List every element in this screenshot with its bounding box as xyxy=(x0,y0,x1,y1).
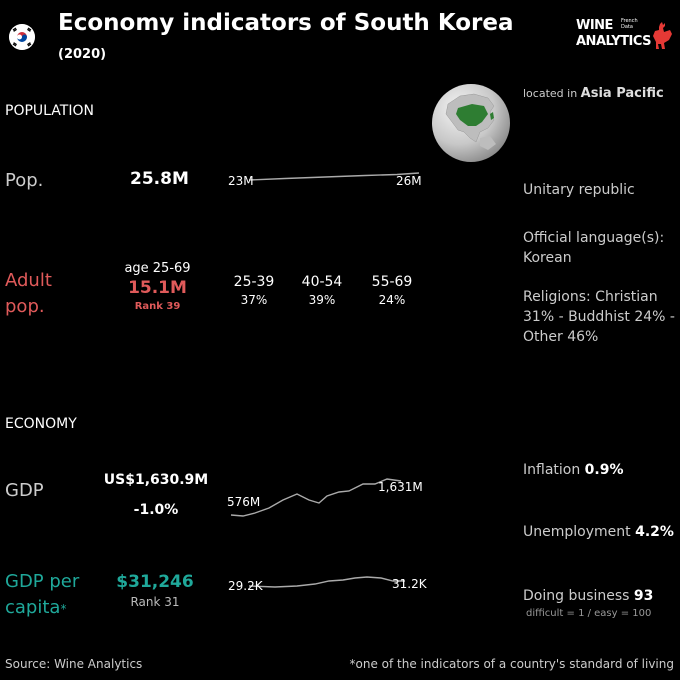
logo-text-line2: ANALYTICS xyxy=(576,34,652,49)
gdppc-start-label: 29.2K xyxy=(228,579,264,593)
language-block: Official language(s): Korean xyxy=(523,228,664,268)
unemployment-label: Unemployment xyxy=(523,524,631,540)
region-line: located in Asia Pacific xyxy=(523,86,664,101)
located-prefix: located in xyxy=(523,87,578,100)
region-value: Asia Pacific xyxy=(580,86,664,101)
age-group-pct: 37% xyxy=(240,293,268,307)
gdp-per-capita-label: GDP per capita* xyxy=(5,569,79,622)
page-title: Economy indicators of South Korea xyxy=(58,10,514,36)
gdp-end-label: 1,631M xyxy=(378,480,423,494)
gdp-growth: -1.0% xyxy=(133,502,179,518)
globe-icon xyxy=(432,84,510,162)
economy-section-label: ECONOMY xyxy=(5,416,77,432)
gdp-label: GDP xyxy=(5,480,44,501)
gdp-start-label: 576M xyxy=(227,495,260,509)
doing-business-label: Doing business xyxy=(523,588,630,604)
gdp-block: US$1,630.9M -1.0% xyxy=(100,472,212,518)
age-group-pct: 24% xyxy=(378,293,406,307)
adult-population-rank: Rank 39 xyxy=(134,301,181,312)
gdp-sparkline: 576M 1,631M xyxy=(227,478,423,517)
population-value: 25.8M xyxy=(130,169,189,189)
gdp-per-capita-value: $31,246 xyxy=(116,572,194,592)
age-group-pct: 39% xyxy=(308,293,336,307)
doing-business-line: Doing business 93 xyxy=(523,586,653,606)
doing-business-value: 93 xyxy=(633,588,654,604)
gdp-per-capita-rank: Rank 31 xyxy=(130,595,180,609)
language-label: Official language(s): xyxy=(523,230,665,246)
logo-small-2: Data xyxy=(621,24,633,30)
logo-text-line1: WINE xyxy=(576,18,613,33)
inflation-line: Inflation 0.9% xyxy=(523,460,624,480)
population-section-label: POPULATION xyxy=(5,103,94,119)
age-group-label: 40-54 xyxy=(301,274,343,290)
footnote: *one of the indicators of a country's st… xyxy=(349,657,674,671)
population-start-label: 23M xyxy=(228,174,254,188)
population-sparkline: 23M 26M xyxy=(228,172,422,188)
gdppc-asterisk: * xyxy=(60,602,67,616)
religions-block: Religions: Christian 31% - Buddhist 24% … xyxy=(523,287,675,347)
age-group-3: 55-69 24% xyxy=(363,274,421,307)
gdp-per-capita-block: $31,246 Rank 31 xyxy=(105,572,205,609)
language-value: Korean xyxy=(523,250,572,266)
gdppc-end-label: 31.2K xyxy=(392,577,428,591)
adult-population-label: Adult pop. xyxy=(5,268,52,320)
age-group-label: 25-39 xyxy=(233,274,275,290)
doing-business-note: difficult = 1 / easy = 100 xyxy=(526,608,652,619)
age-group-2: 40-54 39% xyxy=(293,274,351,307)
gdppc-label-line1: GDP per xyxy=(5,571,80,592)
age-group-label: 55-69 xyxy=(371,274,413,290)
unemployment-line: Unemployment 4.2% xyxy=(523,522,674,542)
age-range: age 25-69 xyxy=(124,261,191,276)
south-korea-flag-icon xyxy=(9,24,35,50)
adult-population-block: age 25-69 15.1M Rank 39 xyxy=(110,261,205,312)
logo-small-text: French Data xyxy=(621,18,638,30)
population-label: Pop. xyxy=(5,170,44,191)
gdp-value: US$1,630.9M xyxy=(103,472,209,488)
logo-small-1: French xyxy=(621,18,638,24)
inflation-value: 0.9% xyxy=(584,462,624,478)
unemployment-value: 4.2% xyxy=(635,524,674,540)
inflation-label: Inflation xyxy=(523,462,581,478)
gdppc-label-line2: capita xyxy=(5,597,61,618)
wine-analytics-logo: WINE French Data ANALYTICS xyxy=(576,18,676,52)
page-subtitle: (2020) xyxy=(58,47,107,62)
adult-label-line1: Adult xyxy=(5,270,52,291)
religions-line1: Religions: Christian xyxy=(523,289,658,305)
government-type: Unitary republic xyxy=(523,182,635,198)
gdp-per-capita-sparkline: 29.2K 31.2K xyxy=(228,576,428,593)
adult-label-line2: pop. xyxy=(5,296,45,317)
religions-line3: Other 46% xyxy=(523,329,599,345)
age-group-1: 25-39 37% xyxy=(225,274,283,307)
rooster-icon xyxy=(653,22,672,49)
source-note: Source: Wine Analytics xyxy=(5,657,143,671)
population-end-label: 26M xyxy=(396,174,422,188)
adult-population-value: 15.1M xyxy=(128,278,187,298)
religions-line2: 31% - Buddhist 24% - xyxy=(523,309,675,325)
